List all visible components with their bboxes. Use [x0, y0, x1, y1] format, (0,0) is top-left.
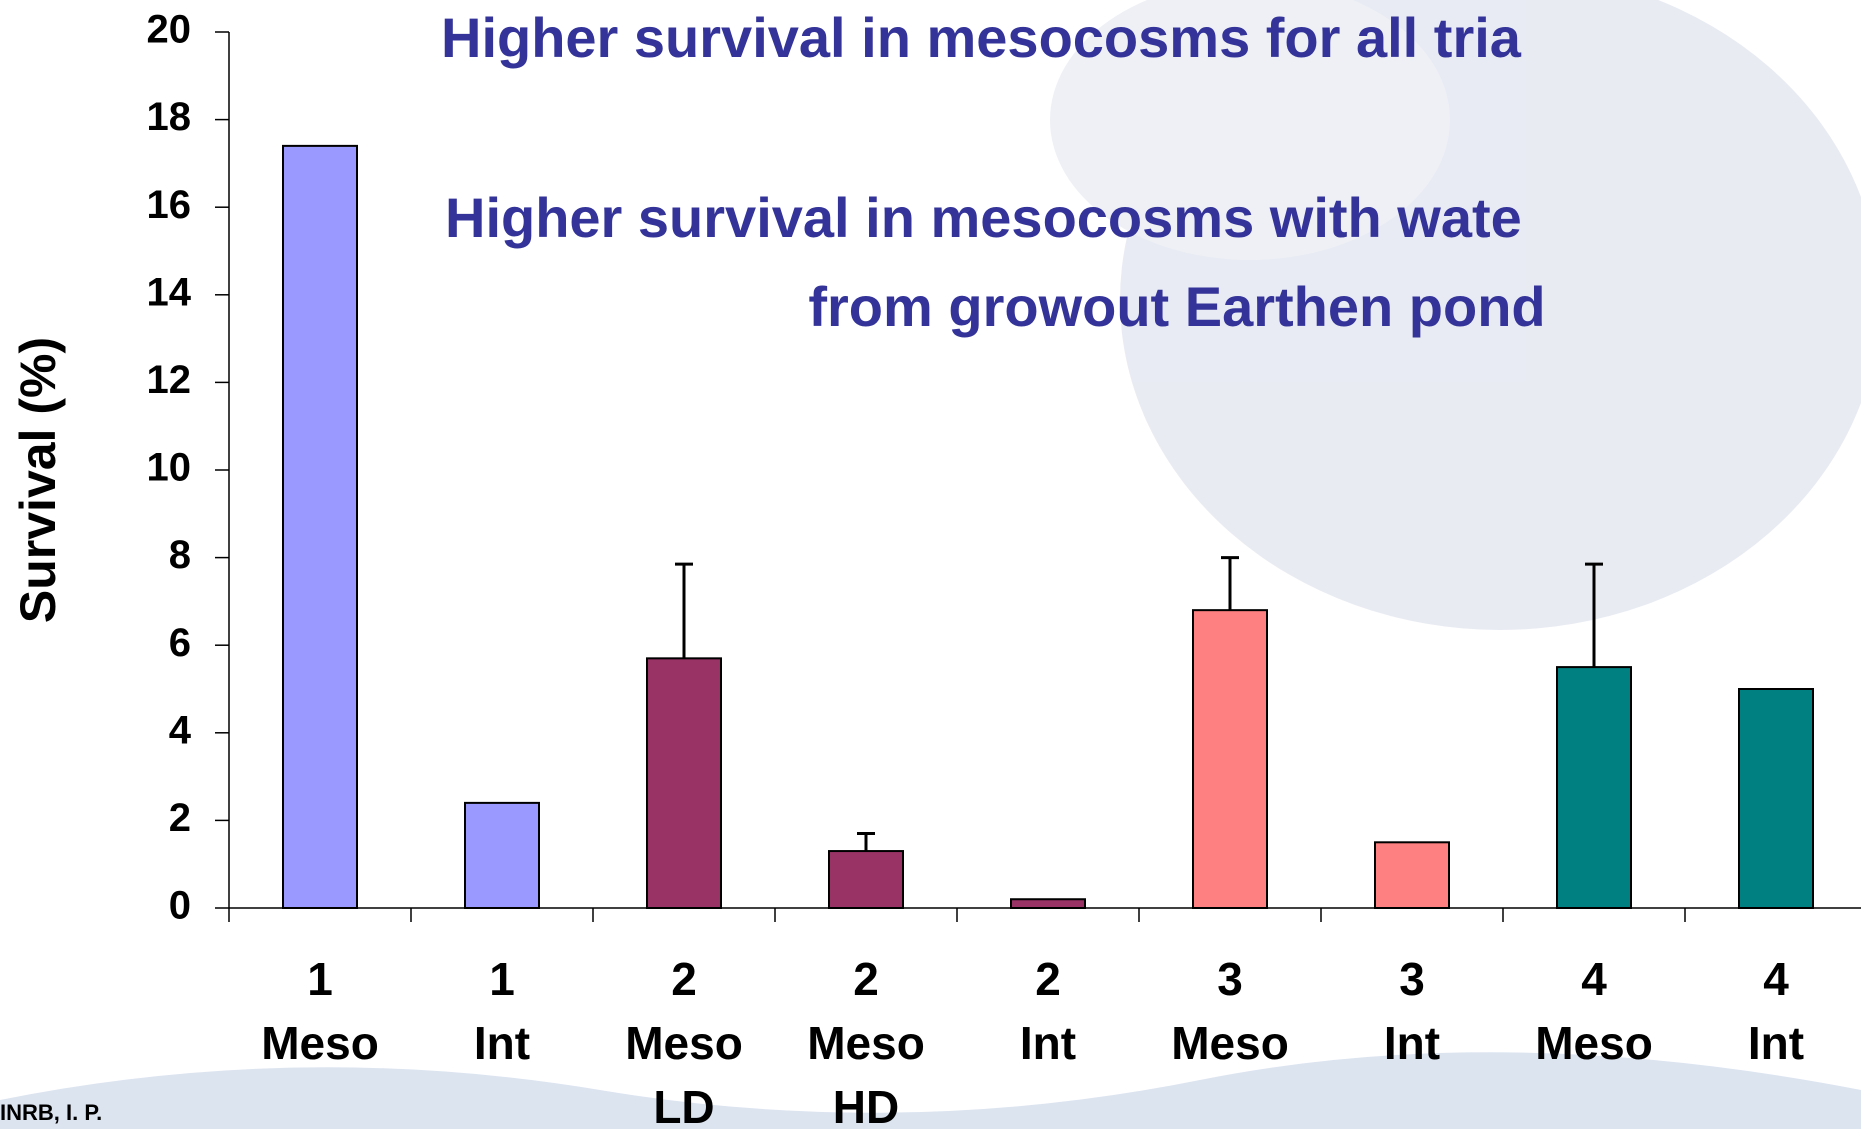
x-tick-label: Meso: [807, 1017, 925, 1069]
bar: [1192, 609, 1268, 909]
x-tick-label: Int: [1020, 1017, 1076, 1069]
x-tick-label: 3: [1217, 953, 1243, 1005]
bar: [1556, 666, 1632, 909]
y-tick-label: 18: [147, 95, 192, 139]
bar: [1738, 688, 1814, 909]
y-tick-label: 2: [169, 796, 191, 840]
x-tick-label: Meso: [1535, 1017, 1653, 1069]
footer: INRB, I. P.: [0, 1100, 102, 1125]
x-tick-label: 1: [489, 953, 515, 1005]
y-tick-label: 16: [147, 183, 192, 227]
error-bar: [1585, 562, 1603, 668]
x-tick-label: LD: [653, 1081, 714, 1129]
x-tick-label: 2: [671, 953, 697, 1005]
y-tick-label: 14: [147, 270, 192, 314]
bar: [282, 144, 358, 909]
annotation: from growout Earthen pond: [808, 275, 1545, 338]
error-bar: [1221, 556, 1239, 611]
x-tick-label: 1: [307, 953, 333, 1005]
x-tick-label: Int: [1384, 1017, 1440, 1069]
bar: [464, 801, 540, 910]
x-tick-label: Int: [1748, 1017, 1804, 1069]
x-tick-label: 3: [1399, 953, 1425, 1005]
x-tick-label: Meso: [261, 1017, 379, 1069]
x-tick-label: HD: [833, 1081, 899, 1129]
x-tick-label: 2: [1035, 953, 1061, 1005]
error-bar: [857, 832, 875, 852]
bar: [828, 850, 904, 909]
y-tick-label: 6: [169, 621, 191, 665]
y-axis-label: Survival (%): [10, 337, 66, 623]
annotation: Higher survival in mesocosms with wate: [445, 186, 1522, 249]
bar: [1374, 841, 1450, 909]
x-tick-label: Meso: [625, 1017, 743, 1069]
bar: [1010, 898, 1086, 909]
y-tick-label: 8: [169, 533, 191, 577]
y-tick-label: 20: [147, 8, 192, 52]
x-tick-label: Meso: [1171, 1017, 1289, 1069]
x-tick-label: 4: [1581, 953, 1607, 1005]
x-tick-label: 4: [1763, 953, 1789, 1005]
error-bar: [675, 562, 693, 659]
bar: [646, 657, 722, 910]
y-tick-label: 0: [169, 884, 191, 928]
x-tick-label: 2: [853, 953, 879, 1005]
annotation: Higher survival in mesocosms for all tri…: [441, 6, 1522, 69]
x-tick-label: Int: [474, 1017, 530, 1069]
y-tick-label: 4: [169, 708, 192, 752]
y-tick-label: 12: [147, 358, 192, 402]
y-tick-label: 10: [147, 446, 192, 490]
